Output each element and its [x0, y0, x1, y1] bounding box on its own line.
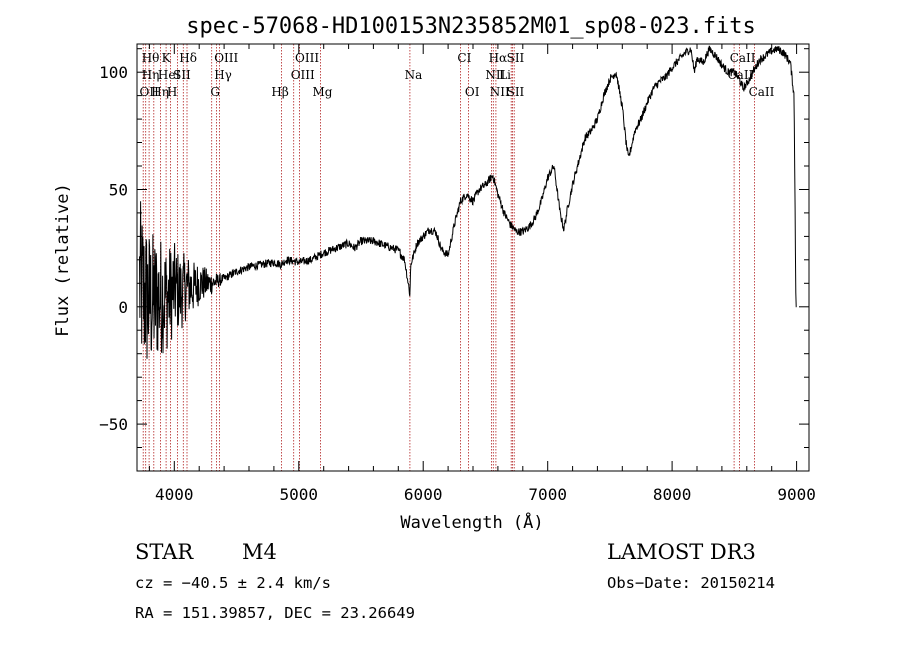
- y-tick-labels: −50 0 50 100: [99, 63, 128, 434]
- x-tick-label: 8000: [653, 485, 692, 504]
- x-tick-labels: 4000 5000 6000 7000 8000 9000: [155, 485, 816, 504]
- redshift-cz: cz = −40.5 ± 2.4 km/s: [135, 574, 331, 592]
- line-label: Hγ: [214, 68, 232, 82]
- plot-frame: [136, 43, 810, 472]
- line-label: Hα: [489, 51, 508, 65]
- y-tick-label: 0: [118, 298, 128, 317]
- coordinates: RA = 151.39857, DEC = 23.26649: [135, 604, 415, 622]
- line-label: OIII: [295, 51, 319, 65]
- line-label: SII: [173, 68, 191, 82]
- line-label: Hη: [142, 68, 160, 82]
- line-label: Mg: [313, 85, 333, 99]
- line-label: CaII: [749, 85, 775, 99]
- x-tick-label: 9000: [777, 485, 816, 504]
- line-label: Hθ: [142, 51, 160, 65]
- line-label: H: [167, 85, 177, 99]
- x-tick-label: 6000: [404, 485, 443, 504]
- y-axis-label: Flux (relative): [53, 183, 73, 337]
- line-label: Hβ: [271, 85, 288, 99]
- x-tick-label: 4000: [155, 485, 194, 504]
- object-subclass: M4: [242, 540, 277, 564]
- survey-name: LAMOST DR3: [607, 540, 756, 564]
- y-tick-label: −50: [99, 415, 128, 434]
- y-tick-label: 100: [99, 63, 128, 82]
- x-axis-label: Wavelength (Å): [400, 511, 543, 533]
- line-label: CI: [457, 51, 471, 65]
- line-label: Hη: [151, 85, 169, 99]
- line-label: SII: [507, 85, 525, 99]
- line-label: HeI: [158, 68, 181, 82]
- line-label: Li: [499, 68, 511, 82]
- chart-title: spec-57068-HD100153N235852M01_sp08-023.f…: [186, 14, 756, 39]
- line-label: K: [162, 51, 172, 65]
- line-label: Na: [405, 68, 423, 82]
- x-tick-label: 7000: [528, 485, 567, 504]
- line-label: OIII: [214, 51, 238, 65]
- observation-date: Obs−Date: 20150214: [607, 574, 775, 592]
- line-label: OI: [465, 85, 480, 99]
- line-label: CaII: [730, 51, 756, 65]
- x-tick-label: 5000: [280, 485, 319, 504]
- axis-ticks: [137, 44, 809, 471]
- spectral-line-markers: [142, 44, 755, 471]
- line-label: OIII: [291, 68, 315, 82]
- line-label: NII: [490, 85, 510, 99]
- object-class: STAR: [135, 540, 194, 564]
- line-label: OII: [140, 85, 160, 99]
- line-label: Hδ: [179, 51, 197, 65]
- line-label: G: [210, 85, 220, 99]
- spectrum-line: [139, 45, 797, 359]
- line-label: SII: [507, 51, 525, 65]
- line-label: NII: [485, 68, 505, 82]
- y-tick-label: 50: [109, 181, 128, 200]
